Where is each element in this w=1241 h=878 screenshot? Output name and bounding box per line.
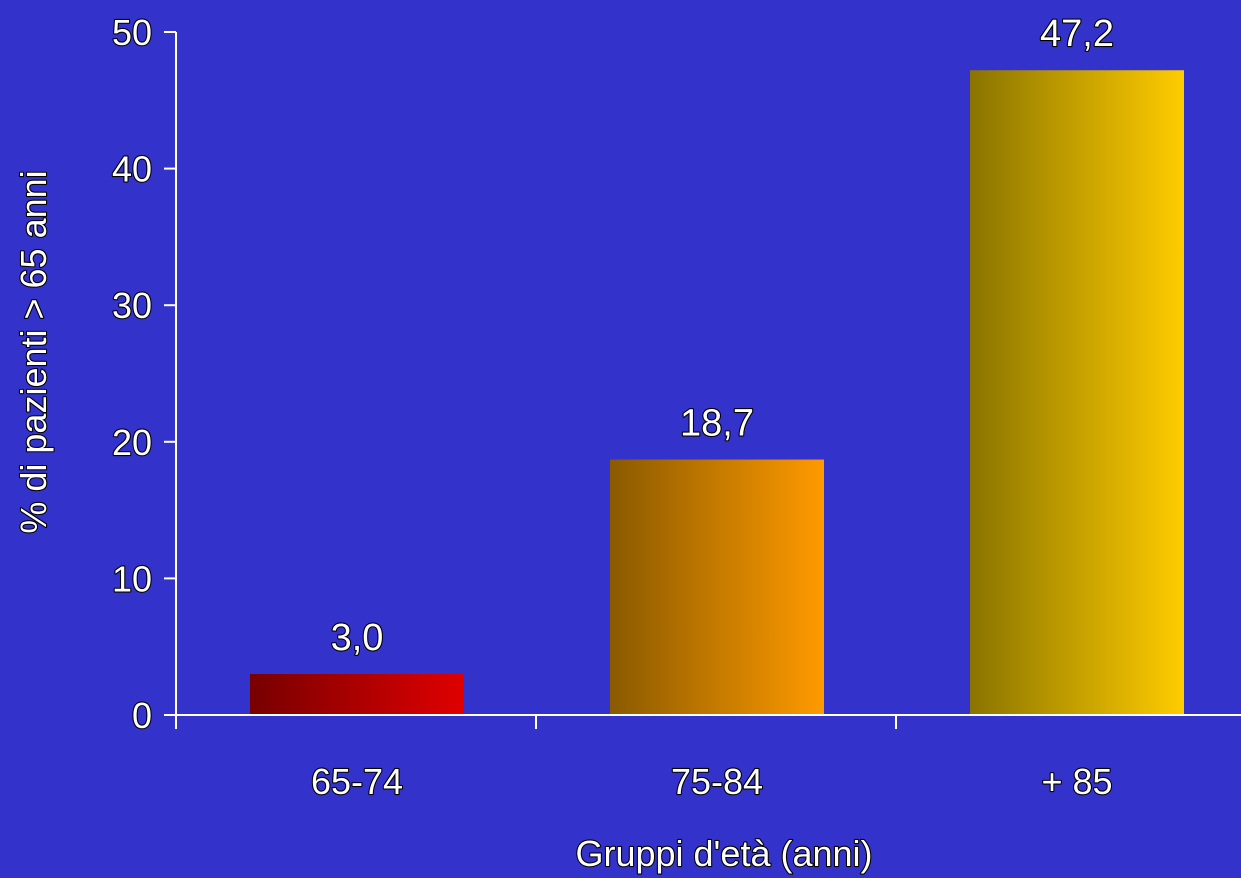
- y-tick-label-40: 40: [112, 149, 152, 190]
- y-axis-title: % di pazienti > 65 anni: [13, 170, 54, 533]
- data-label-1: 3,0: [331, 617, 384, 659]
- bar-2: [610, 459, 824, 715]
- y-tick-label-0: 0: [132, 695, 152, 736]
- data-label-3: 47,2: [1040, 13, 1114, 55]
- data-label-2: 18,7: [680, 403, 754, 445]
- y-tick-label-10: 10: [112, 558, 152, 599]
- bar-1: [250, 674, 464, 715]
- y-tick-label-20: 20: [112, 422, 152, 463]
- x-tick-label-2: 75-84: [671, 761, 763, 802]
- bar-3: [970, 70, 1184, 716]
- x-axis-title: Gruppi d'età (anni): [575, 833, 872, 874]
- x-tick-label-1: 65-74: [311, 761, 403, 802]
- x-tick-label-3: + 85: [1041, 761, 1112, 802]
- y-tick-label-30: 30: [112, 285, 152, 326]
- y-tick-label-50: 50: [112, 12, 152, 53]
